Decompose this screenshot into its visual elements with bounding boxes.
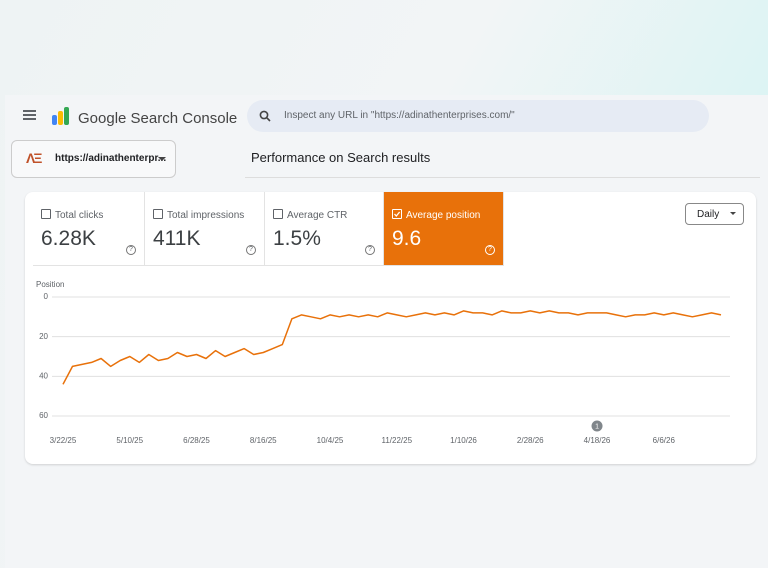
property-name: https://adinathenterpr... [55, 153, 167, 164]
annotation-marker [591, 420, 603, 432]
search-icon [259, 110, 271, 122]
checkbox[interactable] [41, 209, 51, 219]
y-axis-label: Position [36, 280, 64, 289]
metric-label: Total clicks [41, 209, 103, 221]
x-tick-label: 2/28/26 [517, 436, 544, 445]
logo [52, 107, 69, 125]
y-tick-label: 60 [39, 411, 48, 420]
metric-value: 9.6 [392, 227, 422, 250]
y-tick-label: 20 [39, 332, 48, 341]
property-selector[interactable]: ΛΞ https://adinathenterpr... [11, 140, 176, 178]
metric-name: Total impressions [167, 210, 245, 221]
metric-name: Total clicks [55, 210, 104, 221]
metric-tile[interactable]: Total clicks 6.28K? [33, 192, 145, 266]
page-title: Performance on Search results [251, 150, 431, 165]
metric-tile[interactable]: Total impressions 411K? [145, 192, 265, 266]
metric-value: 1.5% [273, 227, 321, 250]
granularity: Daily [697, 209, 720, 220]
checkbox[interactable] [153, 209, 163, 219]
menu-button[interactable] [23, 110, 36, 120]
x-tick-label: 8/16/25 [250, 436, 277, 445]
annotation-label: 1 [595, 423, 599, 430]
product-name: Google Search Console [78, 110, 238, 127]
granularity-select[interactable]: Daily [685, 203, 744, 225]
metric-label: Total impressions [153, 209, 244, 221]
metric-value: 411K [153, 227, 201, 250]
metric-tile[interactable]: Average position 9.6? [384, 192, 504, 266]
metric-label: Average position [392, 209, 480, 221]
performance-card: Total clicks 6.28K? Total impressions 411K?… [25, 192, 756, 464]
help-icon[interactable]: ? [246, 245, 256, 255]
x-tick-label: 11/22/25 [381, 436, 412, 445]
url-search[interactable]: Inspect any URL in "https://adinathenter… [247, 100, 709, 132]
x-tick-label: 10/4/25 [317, 436, 344, 445]
property-icon: ΛΞ [26, 150, 42, 166]
dropdown-arrow [158, 157, 166, 165]
x-tick-label: 3/22/25 [50, 436, 77, 445]
metric-name: Average CTR [287, 210, 348, 221]
checkbox[interactable] [273, 209, 283, 219]
x-tick-label: 4/18/26 [584, 436, 611, 445]
dropdown-arrow [730, 212, 736, 218]
divider [245, 177, 760, 178]
x-tick-label: 1/10/26 [450, 436, 477, 445]
metric-value: 6.28K [41, 227, 96, 250]
help-icon[interactable]: ? [365, 245, 375, 255]
metric-label: Average CTR [273, 209, 347, 221]
x-tick-label: 6/6/26 [653, 436, 676, 445]
search-placeholder: Inspect any URL in "https://adinathenter… [284, 110, 515, 121]
help-icon[interactable]: ? [126, 245, 136, 255]
y-tick-label: 0 [44, 292, 49, 301]
y-tick-label: 40 [39, 371, 48, 380]
help-icon[interactable]: ? [485, 245, 495, 255]
metric-name: Average position [406, 210, 481, 221]
checkbox[interactable] [392, 209, 402, 219]
position-line [62, 310, 722, 385]
metric-tile[interactable]: Average CTR 1.5%? [265, 192, 384, 266]
x-tick-label: 5/10/25 [116, 436, 143, 445]
x-tick-label: 6/28/25 [183, 436, 210, 445]
